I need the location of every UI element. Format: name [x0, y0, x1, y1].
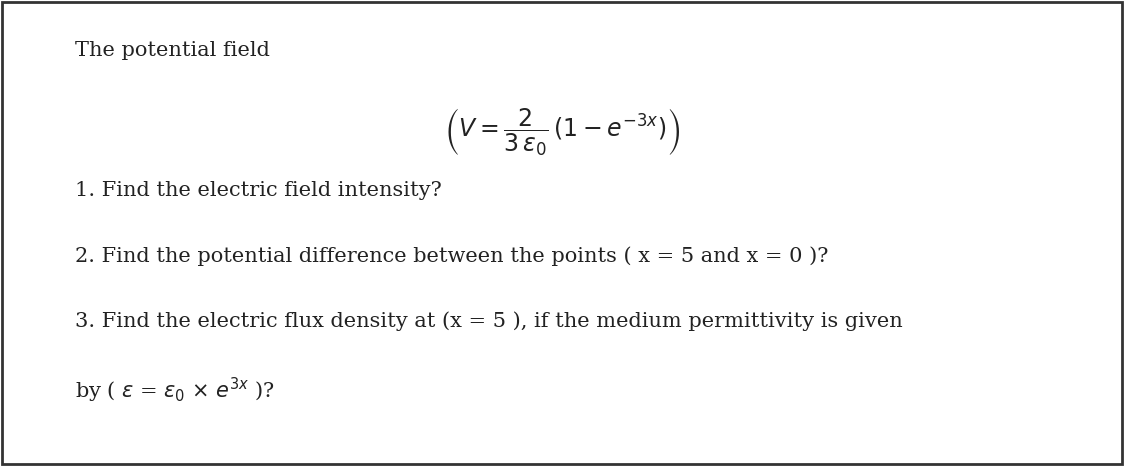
Text: 1. Find the electric field intensity?: 1. Find the electric field intensity? — [75, 181, 442, 200]
Text: The potential field: The potential field — [75, 41, 270, 60]
Text: 2. Find the potential difference between the points ( x = 5 and x = 0 )?: 2. Find the potential difference between… — [75, 246, 828, 266]
Text: by ( $\varepsilon$ = $\varepsilon_0$ $\times$ $e^{3x}$ )?: by ( $\varepsilon$ = $\varepsilon_0$ $\t… — [75, 376, 275, 405]
Text: 3. Find the electric flux density at (x = 5 ), if the medium permittivity is giv: 3. Find the electric flux density at (x … — [75, 311, 903, 331]
Text: $\left( V = \dfrac{2}{3\,\varepsilon_0}\, (1 - e^{-3x}) \right)$: $\left( V = \dfrac{2}{3\,\varepsilon_0}\… — [444, 106, 680, 158]
